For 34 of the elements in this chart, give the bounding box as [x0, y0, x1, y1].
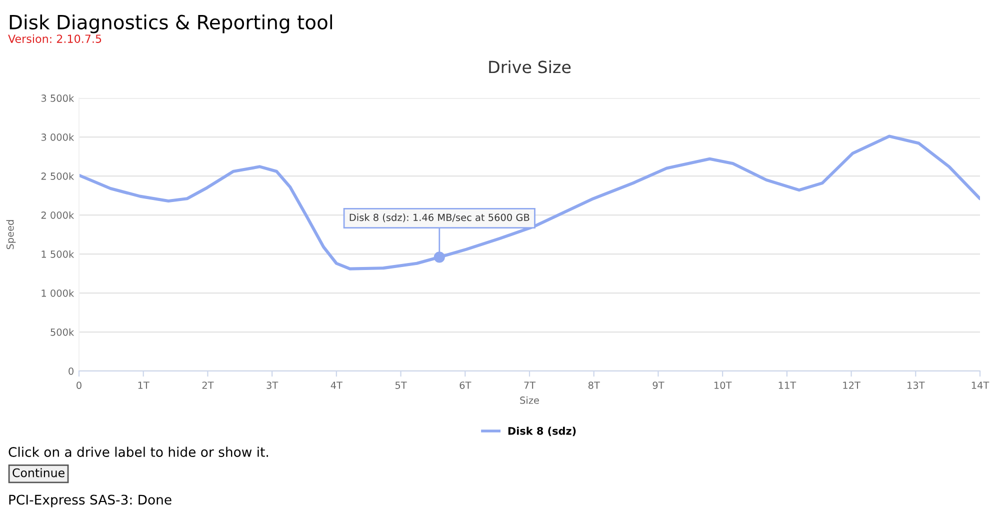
y-tick-label: 0 — [68, 367, 74, 375]
x-tick-label: 0 — [76, 382, 82, 389]
x-tick-label: 8T — [588, 382, 600, 389]
x-tick-label: 9T — [652, 382, 664, 389]
x-tick-label: 4T — [330, 382, 343, 389]
text: Continue — [12, 468, 64, 478]
x-tick-label: 12T — [843, 382, 860, 389]
y-axis-title: Speed — [6, 220, 16, 250]
x-axis-title: Size — [520, 396, 539, 404]
x-tick-label: 1T — [138, 382, 150, 389]
x-tick-label: 13T — [908, 382, 925, 389]
text: Disk Diagnostics & Reporting tool — [10, 14, 332, 34]
y-tick-label: 1 000k — [42, 289, 74, 297]
text: Version: 2.10.7.5 — [8, 34, 102, 43]
y-tick-label: 1 500k — [42, 250, 74, 258]
x-tick-label: 6T — [460, 382, 472, 389]
annotation: Disk 8 (sdz): 1.46 MB/sec at 5600 GB — [350, 214, 530, 222]
x-tick-label: 14T — [972, 382, 990, 389]
y-tick-label: 3 500k — [41, 94, 74, 102]
x-tick-label: 3T — [266, 382, 278, 389]
y-tick-label: 3 000k — [41, 133, 74, 141]
x-tick-label: 2T — [202, 382, 214, 389]
chart-title: Drive Size — [489, 60, 571, 74]
legend-label: Disk 8 (sdz) — [508, 426, 576, 436]
line-series — [79, 134, 980, 270]
text: PCI-Express SAS-3: Done — [9, 494, 172, 508]
x-tick-label: 7T — [524, 382, 536, 389]
x-tick-label: 11T — [778, 382, 796, 389]
x-tick-label: 5T — [395, 382, 407, 389]
y-tick-label: 2 500k — [41, 172, 74, 180]
x-tick-label: 10T — [714, 382, 732, 389]
y-tick-label: 500k — [50, 328, 74, 336]
y-tick-label: 2 000k — [41, 211, 74, 219]
text: Click on a drive label to hide or show it. — [8, 446, 268, 457]
